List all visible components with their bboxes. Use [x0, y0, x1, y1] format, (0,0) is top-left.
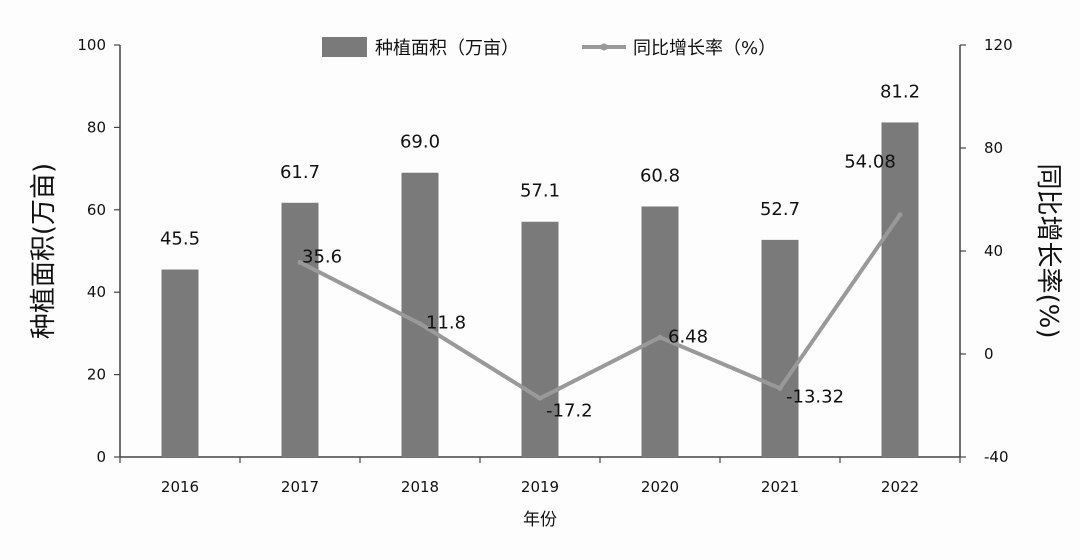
bar-value-label: 52.7: [760, 199, 800, 220]
growth-point: [417, 321, 423, 327]
right-tick-label: 40: [984, 242, 1003, 260]
bar: [881, 122, 919, 458]
bars: [161, 122, 919, 458]
growth-value-label: 35.6: [302, 246, 342, 267]
data-labels: 45.5 61.7 69.0 57.1 60.8 52.7 81.2 35.6 11.8 -17.…: [160, 81, 920, 421]
x-tick-label: 2020: [641, 478, 679, 496]
growth-line-path: [299, 213, 902, 401]
bar: [281, 202, 319, 457]
legend-bar-swatch: [322, 37, 367, 57]
x-tick-label: 2022: [881, 478, 919, 496]
legend-bar-label: 种植面积（万亩）: [375, 38, 519, 59]
left-tick-label: 80: [87, 118, 106, 136]
growth-point: [657, 334, 663, 340]
bar-value-label: 81.2: [880, 81, 920, 102]
bar: [521, 221, 559, 457]
bar: [401, 172, 439, 457]
x-tick-label: 2016: [161, 478, 199, 496]
right-tick-label: -40: [984, 448, 1009, 466]
left-tick-label: 100: [77, 36, 106, 54]
left-tick-label: 0: [96, 448, 106, 466]
bar: [161, 269, 199, 457]
growth-value-label: 6.48: [668, 326, 708, 347]
x-tick-label: 2021: [761, 478, 799, 496]
axes: 0 20 40 60 80 100 -40 0 40 80 120 2016 2017 2018 2019 2…: [77, 36, 1012, 496]
growth-value-label: 11.8: [426, 313, 466, 334]
right-tick-label: 80: [984, 139, 1003, 157]
growth-point: [537, 395, 543, 401]
x-tick-label: 2018: [401, 478, 439, 496]
left-tick-label: 20: [87, 366, 106, 384]
bar-value-label: 60.8: [640, 166, 680, 187]
left-tick-label: 60: [87, 201, 106, 219]
bar-value-label: 69.0: [400, 132, 440, 153]
growth-line: [297, 212, 903, 401]
growth-point: [777, 385, 783, 391]
bar-value-label: 61.7: [280, 162, 320, 183]
left-tick-label: 40: [87, 283, 106, 301]
legend-line-label: 同比增长率（%）: [633, 38, 776, 59]
growth-value-label: 54.08: [844, 152, 896, 173]
x-axis-title: 年份: [523, 510, 557, 530]
growth-point: [297, 259, 303, 265]
right-axis-title: 同比增长率(%): [1033, 164, 1063, 339]
x-tick-label: 2017: [281, 478, 319, 496]
bar: [761, 239, 799, 457]
growth-value-label: -17.2: [546, 400, 593, 421]
bar: [641, 206, 679, 457]
growth-value-label: -13.32: [786, 386, 844, 407]
bar-value-label: 45.5: [160, 229, 200, 250]
right-tick-label: 0: [984, 345, 994, 363]
bar-value-label: 57.1: [520, 181, 560, 202]
left-axis-title: 种植面积(万亩): [29, 163, 59, 339]
legend-line-marker: [600, 43, 608, 51]
legend: 种植面积（万亩） 同比增长率（%）: [322, 37, 776, 59]
growth-point: [897, 212, 903, 218]
right-tick-label: 120: [984, 36, 1013, 54]
x-tick-label: 2019: [521, 478, 559, 496]
